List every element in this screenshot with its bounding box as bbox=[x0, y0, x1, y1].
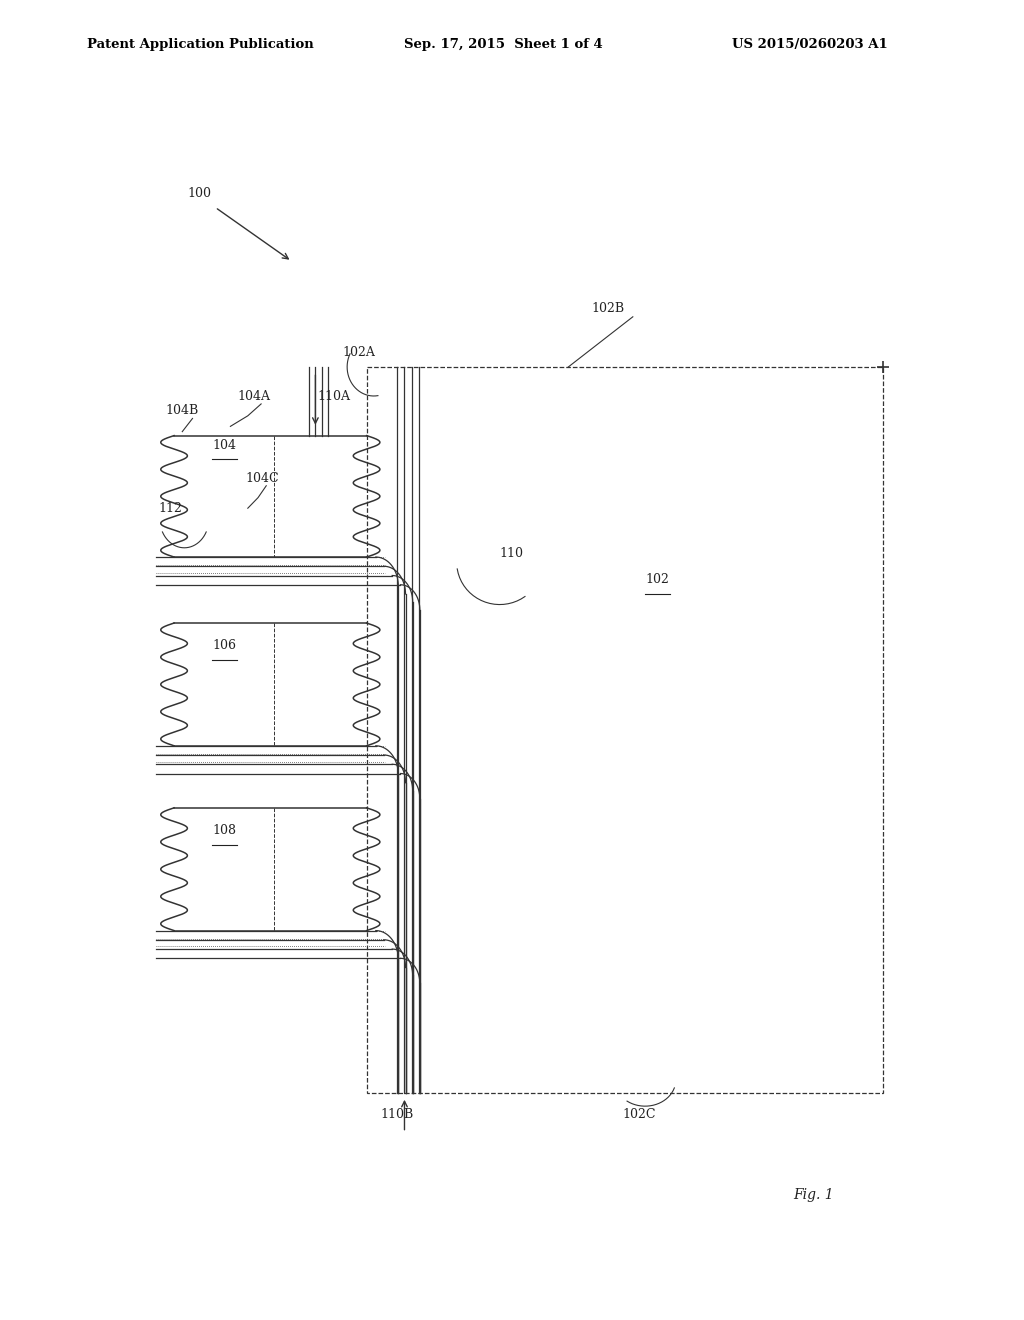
Text: 102B: 102B bbox=[592, 301, 625, 314]
Text: 104B: 104B bbox=[166, 404, 199, 417]
Text: 102C: 102C bbox=[623, 1107, 656, 1121]
Text: 110B: 110B bbox=[381, 1107, 414, 1121]
Text: 110: 110 bbox=[500, 546, 523, 560]
Text: 104: 104 bbox=[212, 438, 236, 451]
Text: Fig. 1: Fig. 1 bbox=[794, 1188, 835, 1201]
Text: 104C: 104C bbox=[246, 471, 280, 484]
Text: 110A: 110A bbox=[317, 389, 350, 403]
Text: 100: 100 bbox=[187, 186, 211, 199]
Text: 112: 112 bbox=[159, 502, 182, 515]
Text: 102: 102 bbox=[645, 573, 669, 586]
Text: 102A: 102A bbox=[342, 346, 375, 359]
Text: Patent Application Publication: Patent Application Publication bbox=[87, 38, 313, 51]
Text: US 2015/0260203 A1: US 2015/0260203 A1 bbox=[732, 38, 888, 51]
Text: 104A: 104A bbox=[238, 389, 270, 403]
Text: 108: 108 bbox=[212, 824, 236, 837]
Text: Sep. 17, 2015  Sheet 1 of 4: Sep. 17, 2015 Sheet 1 of 4 bbox=[404, 38, 603, 51]
Text: 106: 106 bbox=[212, 639, 236, 652]
